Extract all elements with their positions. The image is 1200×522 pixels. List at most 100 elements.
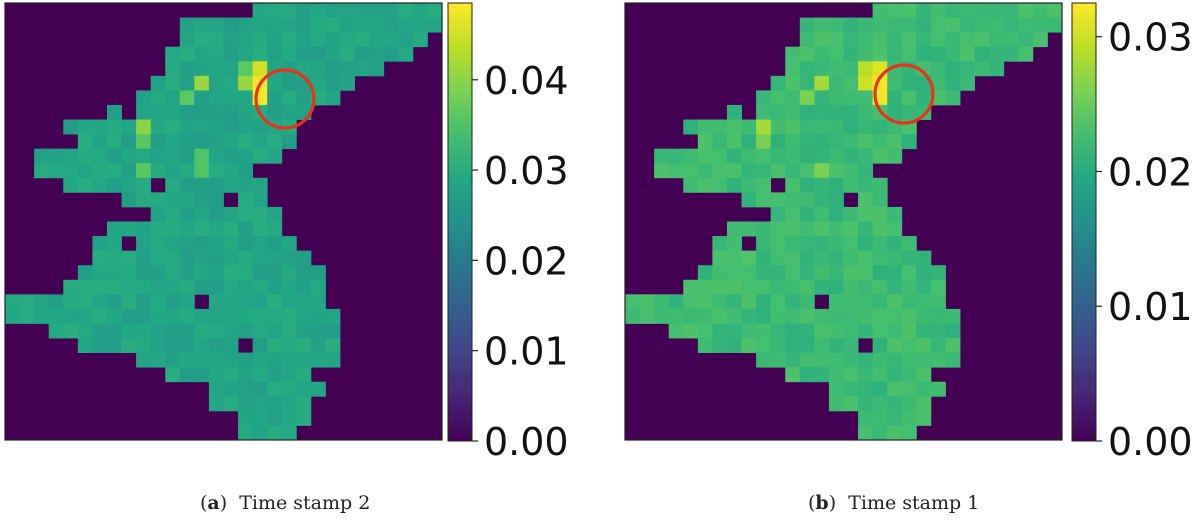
heatmap-cell [756, 308, 772, 324]
heatmap-cell [412, 3, 428, 18]
heatmap-cell [223, 236, 239, 252]
heatmap-cell [296, 46, 312, 62]
heatmap-cell [726, 104, 742, 120]
heatmap-cell [916, 32, 932, 48]
heatmap-cell [785, 119, 801, 135]
heatmap-cell [901, 294, 917, 310]
heatmap-cell [369, 17, 385, 33]
heatmap-cell [238, 75, 254, 91]
heatmap-cell [165, 134, 181, 150]
heatmap-cell [799, 177, 815, 193]
heatmap-cell [901, 75, 917, 91]
heatmap-cell [194, 279, 210, 295]
heatmap-cell [150, 104, 166, 120]
heatmap-cell [165, 352, 181, 368]
heatmap-cell [281, 308, 297, 324]
heatmap-cell [916, 308, 932, 324]
heatmap-cell [799, 352, 815, 368]
heatmap-cell [916, 396, 932, 412]
heatmap-cell [930, 3, 946, 18]
heatmap-cell [654, 294, 670, 310]
heatmap-cell [843, 381, 859, 397]
heatmap-cell [325, 90, 341, 106]
heatmap-cell [92, 236, 108, 252]
heatmap-cell [383, 46, 399, 62]
heatmap-cell [310, 308, 326, 324]
heatmap-cell [814, 192, 830, 208]
heatmap-cell [887, 381, 903, 397]
heatmap-cell [252, 425, 268, 441]
heatmap-cell [828, 308, 844, 324]
heatmap-cell [799, 32, 815, 48]
heatmap-cell [121, 177, 137, 193]
heatmap-cell [412, 32, 428, 48]
heatmap-cell [92, 265, 108, 281]
heatmap-cell [770, 265, 786, 281]
heatmap-cell [252, 367, 268, 383]
heatmap-cell [654, 163, 670, 179]
heatmap-cell [785, 134, 801, 150]
caption-b-text: Time stamp 1 [848, 492, 980, 514]
heatmap-cell [814, 177, 830, 193]
heatmap-cell [179, 323, 195, 339]
heatmap-cell [412, 17, 428, 33]
heatmap-cell [238, 119, 254, 135]
heatmap-cell [252, 46, 268, 62]
heatmap-cell [945, 46, 961, 62]
heatmap-cell [843, 367, 859, 383]
heatmap-cell [683, 119, 699, 135]
heatmap-cell [887, 104, 903, 120]
heatmap-cell [930, 32, 946, 48]
heatmap-cell [310, 17, 326, 33]
heatmap-cell [887, 294, 903, 310]
heatmap-cell [325, 308, 341, 324]
heatmap-cell [756, 323, 772, 339]
heatmap-cell [121, 294, 137, 310]
heatmap-cell [726, 163, 742, 179]
heatmap-cell [726, 250, 742, 266]
heatmap-cell [843, 206, 859, 222]
heatmap-cell [340, 46, 355, 62]
heatmap-cell [19, 308, 35, 324]
heatmap-cell [901, 17, 917, 33]
heatmap-cell [121, 250, 137, 266]
heatmap-cell [252, 352, 268, 368]
heatmap-cell [92, 148, 108, 164]
heatmap-cell [223, 279, 239, 295]
heatmap-cell [281, 323, 297, 339]
heatmap-cell [77, 279, 93, 295]
heatmap-cell [208, 177, 224, 193]
heatmap-cell [799, 236, 815, 252]
heatmap-cell [712, 279, 728, 295]
heatmap-cell [150, 338, 166, 353]
heatmap-cell [814, 104, 830, 120]
heatmap-cell [340, 32, 355, 48]
heatmap-cell [872, 206, 888, 222]
heatmap-cell [252, 338, 268, 353]
heatmap-cell [872, 32, 888, 48]
heatmap-cell [208, 279, 224, 295]
heatmap-cell [165, 338, 181, 353]
heatmap-cell [726, 177, 742, 193]
heatmap-cell [238, 61, 254, 77]
heatmap-cell [843, 308, 859, 324]
heatmap-cell [785, 352, 801, 368]
heatmap-cell [697, 323, 713, 339]
heatmap-cell [252, 148, 268, 164]
heatmap-cell [325, 75, 341, 91]
heatmap-cell [683, 163, 699, 179]
heatmap-cell [106, 236, 122, 252]
heatmap-cell [814, 279, 830, 295]
heatmap-cell [858, 294, 874, 310]
heatmap-cell [267, 367, 283, 383]
heatmap-cell [252, 192, 268, 208]
heatmap-cell [858, 396, 874, 412]
heatmap-cell [770, 338, 786, 353]
heatmap-cell [34, 294, 50, 310]
heatmap-cell [901, 338, 917, 353]
heatmap-cell [165, 250, 181, 266]
heatmap-cell [340, 17, 355, 33]
heatmap-cell [916, 61, 932, 77]
heatmap-cell [1003, 3, 1019, 18]
heatmap-cell [858, 90, 874, 106]
